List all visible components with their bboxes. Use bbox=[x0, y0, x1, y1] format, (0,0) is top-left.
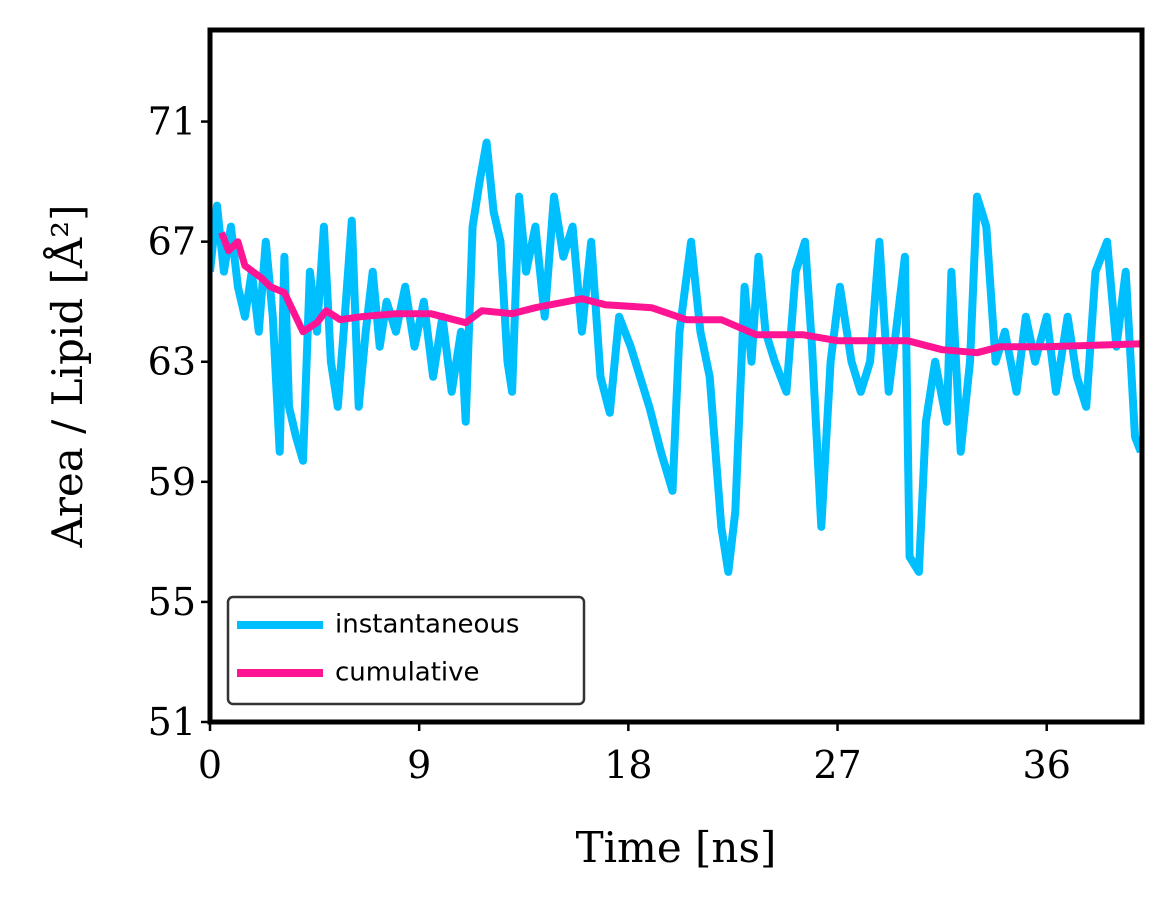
x-tick-label: 36 bbox=[1023, 743, 1071, 787]
plot-area bbox=[210, 138, 1142, 576]
legend-label: instantaneous bbox=[335, 610, 519, 640]
series-line bbox=[218, 231, 1142, 357]
y-tick-label: 59 bbox=[148, 460, 196, 504]
plot-frame bbox=[207, 27, 1145, 725]
x-tick-label: 27 bbox=[813, 743, 861, 787]
legend-label: cumulative bbox=[335, 658, 480, 688]
y-tick-label: 63 bbox=[148, 340, 196, 384]
x-tick-label: 9 bbox=[407, 743, 431, 787]
x-axis-label: Time [ns] bbox=[576, 823, 777, 872]
y-tick-label: 71 bbox=[148, 100, 196, 144]
y-tick-label: 55 bbox=[148, 580, 196, 624]
series-line bbox=[210, 138, 1142, 576]
x-tick-label: 0 bbox=[198, 743, 222, 787]
x-tick-label: 18 bbox=[604, 743, 652, 787]
y-tick-label: 51 bbox=[148, 700, 196, 744]
y-axis-label: Area / Lipid [Å²] bbox=[42, 205, 92, 549]
y-tick-label: 67 bbox=[148, 220, 196, 264]
